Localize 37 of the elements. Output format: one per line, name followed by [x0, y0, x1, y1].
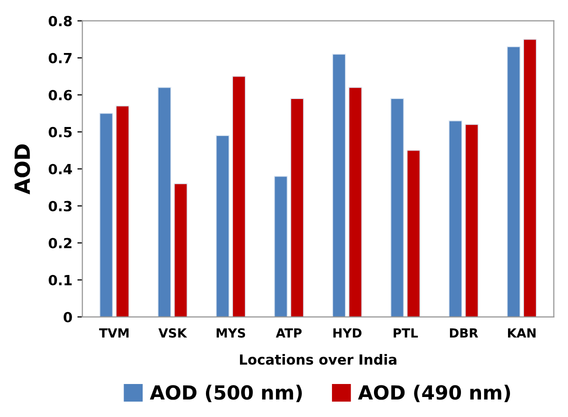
- y-tick-label: 0.6: [48, 90, 72, 100]
- y-tick-label: 0.8: [48, 16, 72, 26]
- x-tick-label: VSK: [158, 328, 188, 338]
- bar: [332, 54, 346, 317]
- bar: [216, 135, 230, 317]
- bar: [406, 150, 420, 317]
- y-tick-label: 0.4: [48, 164, 72, 174]
- bar: [116, 106, 130, 317]
- bar: [99, 112, 114, 317]
- legend-label: AOD (500 nm): [150, 384, 302, 402]
- x-tick-label: KAN: [508, 328, 536, 338]
- x-tick-label: ATP: [276, 328, 302, 338]
- y-axis-title: AOD: [14, 144, 30, 194]
- y-tick-label: 0.7: [48, 52, 72, 64]
- x-tick-label: DBR: [450, 328, 478, 338]
- bar: [464, 124, 479, 317]
- bar: [390, 98, 404, 317]
- bar: [448, 120, 462, 317]
- y-tick-label: 0: [64, 312, 72, 322]
- bar: [290, 98, 304, 317]
- bar: [348, 87, 362, 317]
- x-tick-label: HYD: [333, 328, 362, 338]
- bar: [523, 38, 537, 317]
- legend-label: AOD (490 nm): [358, 384, 510, 402]
- x-axis-title: Locations over India: [240, 354, 396, 365]
- y-tick-label: 0.1: [48, 274, 72, 286]
- y-tick-label: 0.2: [48, 238, 72, 248]
- y-tick-label: 0.3: [48, 200, 72, 212]
- bar: [506, 46, 520, 317]
- x-tick-label: PTL: [394, 328, 418, 338]
- bar: [158, 87, 172, 317]
- bar: [232, 76, 246, 317]
- bar: [174, 183, 188, 317]
- bar: [274, 176, 288, 317]
- x-tick-label: MYS: [216, 328, 246, 338]
- x-tick-label: TVM: [99, 328, 129, 338]
- y-tick-label: 0.5: [48, 126, 72, 138]
